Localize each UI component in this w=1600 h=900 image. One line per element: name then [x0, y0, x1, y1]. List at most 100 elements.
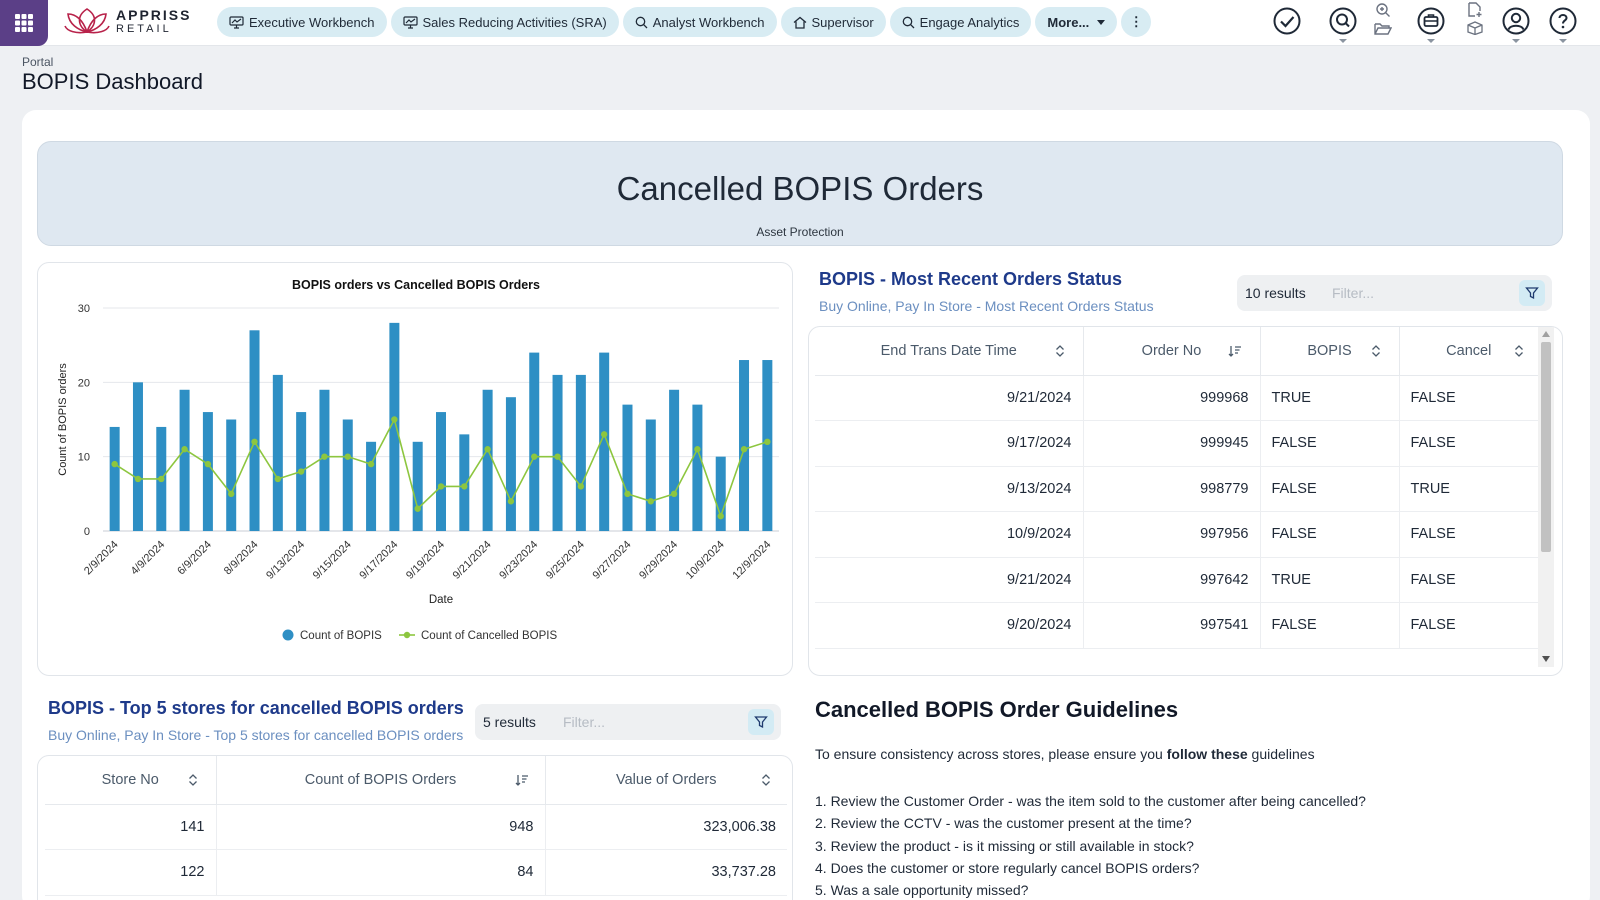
recent-orders-subtitle: Buy Online, Pay In Store - Most Recent O… — [819, 298, 1154, 314]
zoom-in-icon[interactable] — [1375, 2, 1391, 18]
col-order-no[interactable]: Order No — [1083, 327, 1261, 376]
bar-count-of-bopis — [272, 374, 283, 531]
nav-menu: Executive Workbench Sales Reducing Activ… — [217, 7, 1152, 37]
nav-supervisor[interactable]: Supervisor — [780, 7, 886, 37]
nav-more-dropdown[interactable]: More... — [1035, 7, 1118, 37]
nav-overflow-kebab-button[interactable]: ⋮ — [1121, 7, 1152, 37]
col-cancel[interactable]: Cancel — [1399, 327, 1538, 376]
scroll-thumb[interactable] — [1541, 342, 1551, 552]
sort-updown-icon[interactable] — [1369, 344, 1383, 358]
point-cancelled-bopis — [670, 490, 678, 498]
x-tick-label: 2/9/2024 — [82, 539, 121, 578]
filter-funnel-icon[interactable] — [748, 709, 774, 735]
cell-cancel: FALSE — [1399, 557, 1538, 603]
top-stores-title: BOPIS - Top 5 stores for cancelled BOPIS… — [48, 698, 464, 718]
nav-analyst-workbench[interactable]: Analyst Workbench — [622, 7, 777, 37]
point-cancelled-bopis — [251, 438, 258, 445]
bar-count-of-bopis — [599, 352, 610, 531]
help-question-icon[interactable] — [1548, 6, 1578, 43]
point-cancelled-bopis — [624, 490, 631, 498]
cell-cancel: TRUE — [1399, 466, 1538, 512]
cell-cancel: FALSE — [1399, 511, 1538, 558]
search-circle-icon[interactable] — [1328, 6, 1358, 43]
scroll-up-arrow-icon[interactable] — [1542, 331, 1550, 337]
top-stores-filter-bar: 5 results — [475, 704, 781, 740]
table-row[interactable]: 141 948 323,006.38 — [45, 804, 787, 850]
point-cancelled-bopis — [717, 512, 724, 520]
sort-updown-icon[interactable] — [1053, 344, 1067, 358]
point-cancelled-bopis — [461, 483, 468, 490]
point-cancelled-bopis — [274, 475, 282, 483]
page-title: BOPIS Dashboard — [22, 69, 203, 94]
recent-orders-result-count: 10 results — [1245, 285, 1306, 301]
bar-count-of-bopis — [202, 412, 213, 531]
briefcase-circle-icon[interactable] — [1416, 6, 1446, 43]
sort-descending-icon[interactable] — [515, 773, 529, 787]
sort-updown-icon[interactable] — [759, 773, 773, 787]
table-row[interactable]: 9/20/2024 997541 FALSE FALSE — [815, 602, 1538, 649]
cell-order-no: 999968 — [1083, 375, 1261, 421]
nav-engage-analytics[interactable]: Engage Analytics — [889, 7, 1032, 37]
sort-updown-icon[interactable] — [1512, 344, 1526, 358]
brand-name: APPRISS — [116, 6, 192, 23]
caret-down-icon — [1512, 39, 1520, 43]
col-store-no[interactable]: Store No — [45, 756, 217, 805]
filter-funnel-icon[interactable] — [1519, 280, 1545, 306]
x-tick-label: 9/25/2024 — [544, 539, 587, 582]
top-stores-filter-input[interactable] — [563, 710, 738, 734]
recent-orders-scrollbar[interactable] — [1538, 327, 1554, 667]
cell-value: 323,006.38 — [545, 804, 787, 850]
col-end-trans-date-time[interactable]: End Trans Date Time — [815, 327, 1084, 376]
sort-updown-icon[interactable] — [186, 773, 200, 787]
app-launcher-grid-icon[interactable] — [0, 0, 48, 46]
cell-count: 84 — [216, 849, 546, 896]
nav-executive-workbench[interactable]: Executive Workbench — [217, 7, 387, 37]
y-tick-label: 20 — [78, 377, 90, 389]
bar-count-of-bopis — [342, 419, 353, 531]
breadcrumb[interactable]: Portal — [22, 55, 54, 69]
user-account-icon[interactable] — [1501, 6, 1531, 43]
tasks-check-icon[interactable] — [1272, 6, 1302, 36]
point-cancelled-bopis — [647, 498, 654, 505]
legend-swatch-count-of-bopis — [282, 629, 294, 641]
appriss-retail-logo[interactable]: APPRISS RETAIL — [64, 6, 191, 36]
col-count-of-bopis-orders[interactable]: Count of BOPIS Orders — [216, 756, 546, 805]
cell-cancel: FALSE — [1399, 375, 1538, 421]
zoom-folder-icons[interactable] — [1374, 2, 1392, 36]
bopis-vs-cancelled-chart: BOPIS orders vs Cancelled BOPIS Orders 0 1… — [57, 278, 779, 642]
open-folder-icon[interactable] — [1374, 21, 1392, 36]
nav-sales-reducing-activities[interactable]: Sales Reducing Activities (SRA) — [390, 7, 619, 37]
x-tick-label: 8/9/2024 — [222, 539, 261, 578]
recent-orders-filter-bar: 10 results — [1237, 275, 1552, 311]
col-bopis[interactable]: BOPIS — [1260, 327, 1400, 376]
sort-descending-icon[interactable] — [1228, 344, 1242, 358]
guideline-item: 1. Review the Customer Order - was the i… — [815, 793, 1366, 809]
export-package-icons[interactable] — [1466, 1, 1484, 35]
recent-orders-table-card: End Trans Date Time Order No BOPIS Cance… — [808, 326, 1563, 676]
nav-label: Analyst Workbench — [652, 14, 765, 30]
point-cancelled-bopis — [554, 453, 561, 460]
table-row[interactable]: 9/21/2024 999968 TRUE FALSE — [815, 375, 1538, 421]
kebab-icon: ⋮ — [1129, 14, 1143, 29]
bar-count-of-bopis — [692, 404, 703, 531]
guidelines-intro-bold: follow these — [1166, 746, 1248, 762]
add-document-icon[interactable] — [1466, 1, 1484, 18]
caret-down-icon — [1097, 19, 1106, 25]
package-icon[interactable] — [1466, 21, 1484, 35]
bar-count-of-bopis — [389, 322, 400, 531]
table-row[interactable]: 9/21/2024 997642 TRUE FALSE — [815, 557, 1538, 603]
table-row[interactable]: 9/17/2024 999945 FALSE FALSE — [815, 420, 1538, 467]
legend-label-cancelled-bopis: Count of Cancelled BOPIS — [421, 630, 557, 642]
point-cancelled-bopis — [437, 483, 445, 490]
table-row[interactable]: 9/13/2024 998779 FALSE TRUE — [815, 466, 1538, 512]
nav-label: Sales Reducing Activities (SRA) — [422, 14, 607, 30]
table-row[interactable]: 10/9/2024 997956 FALSE FALSE — [815, 511, 1538, 558]
point-cancelled-bopis — [414, 505, 421, 512]
table-row[interactable]: 122 84 33,737.28 — [45, 849, 787, 896]
bar-count-of-bopis — [529, 352, 540, 531]
scroll-down-arrow-icon[interactable] — [1542, 656, 1550, 662]
bar-count-of-bopis — [645, 419, 656, 531]
col-value-of-orders[interactable]: Value of Orders — [545, 756, 787, 805]
recent-orders-filter-input[interactable] — [1332, 281, 1507, 305]
point-cancelled-bopis — [204, 460, 212, 468]
